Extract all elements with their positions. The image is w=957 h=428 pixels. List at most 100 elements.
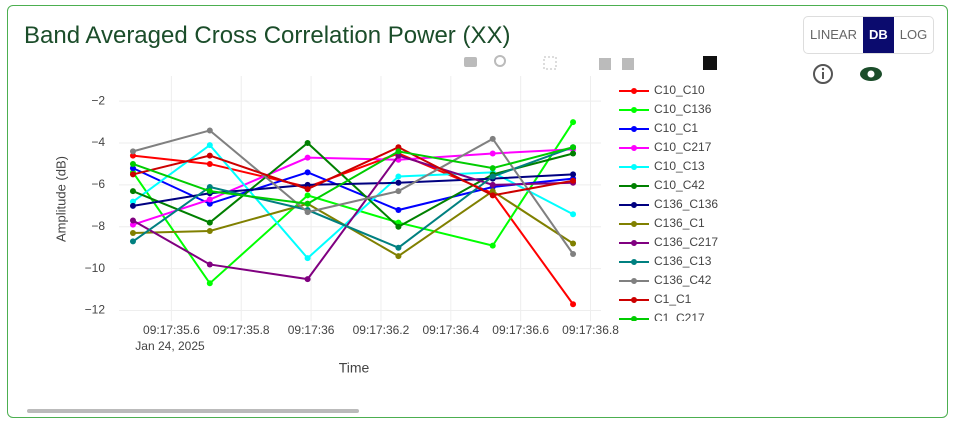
data-point — [489, 135, 496, 142]
x-tick-label: 09:17:36.6 — [492, 323, 549, 337]
x-tick-label: 09:17:36.8 — [562, 323, 619, 337]
card: Band Averaged Cross Correlation Power (X… — [7, 5, 948, 418]
data-point — [489, 192, 496, 199]
legend-marker — [631, 202, 637, 208]
eye-icon[interactable] — [860, 67, 882, 81]
data-point — [489, 150, 496, 157]
data-point — [570, 240, 577, 247]
scale-button[interactable]: LINEAR — [810, 27, 857, 42]
data-point — [570, 119, 577, 126]
data-point — [206, 227, 213, 234]
scale-button[interactable]: LOG — [899, 27, 928, 42]
camera-icon — [464, 57, 477, 67]
data-point — [395, 207, 402, 214]
data-point — [570, 150, 577, 157]
scrollbar[interactable] — [27, 409, 359, 413]
data-point — [395, 179, 402, 186]
data-point — [206, 127, 213, 134]
legend-label: C136_C42 — [654, 273, 712, 287]
zoom-out-icon — [622, 58, 634, 70]
legend-marker — [631, 316, 637, 321]
series-line — [132, 154, 574, 281]
data-point — [395, 144, 402, 151]
legend-label: C136_C13 — [654, 254, 712, 268]
data-point — [206, 200, 213, 207]
data-point — [395, 253, 402, 260]
x-tick-label: 09:17:35.8 — [213, 323, 270, 337]
legend-marker — [631, 278, 637, 284]
data-point — [206, 280, 213, 287]
legend-label: C10_C217 — [654, 140, 712, 154]
data-point — [395, 173, 402, 180]
series-line — [132, 148, 574, 226]
y-tick-label: −6 — [91, 177, 105, 191]
x-tick-label: 09:17:36 — [288, 323, 335, 337]
legend-marker — [631, 88, 637, 94]
scale-buttons: LINEAR DB LOG — [803, 16, 935, 54]
zoom-in-icon — [599, 58, 611, 70]
data-point — [304, 200, 311, 207]
data-point — [304, 255, 311, 262]
legend-label: C1_C217 — [654, 311, 705, 325]
series-line — [132, 121, 574, 285]
data-point — [206, 219, 213, 226]
data-point — [129, 238, 136, 245]
x-tick-label: 09:17:35.6 — [143, 323, 200, 337]
legend-label: C10_C42 — [654, 178, 705, 192]
legend-marker — [631, 259, 637, 265]
legend-label: C10_C1 — [654, 121, 698, 135]
series-line — [132, 146, 574, 205]
legend-marker — [631, 221, 637, 227]
data-point — [129, 221, 136, 228]
data-point — [206, 142, 213, 149]
data-point — [304, 169, 311, 176]
data-point — [304, 154, 311, 161]
logo-icon — [703, 56, 717, 70]
data-point — [206, 183, 213, 190]
data-point — [129, 165, 136, 172]
y-axis-title: Amplitude (dB) — [53, 156, 68, 242]
legend-label: C136_C1 — [654, 216, 705, 230]
data-point — [129, 152, 136, 159]
data-point — [129, 160, 136, 167]
data-point — [489, 181, 496, 188]
legend-marker — [631, 240, 637, 246]
legend-label: C1_C1 — [654, 292, 692, 306]
y-tick-label: −12 — [85, 303, 106, 317]
data-point — [129, 202, 136, 209]
legend-marker — [631, 145, 637, 151]
series-line — [132, 146, 574, 249]
data-point — [489, 165, 496, 172]
data-point — [304, 192, 311, 199]
data-point — [395, 223, 402, 230]
data-point — [206, 196, 213, 203]
y-tick-label: −4 — [91, 135, 105, 149]
data-point — [304, 276, 311, 283]
data-point — [570, 250, 577, 257]
data-point — [570, 144, 577, 151]
legend-marker — [631, 297, 637, 303]
data-point — [395, 244, 402, 251]
data-point — [570, 211, 577, 218]
legend-label: C10_C136 — [654, 102, 712, 116]
y-tick-label: −8 — [91, 219, 105, 233]
info-icon[interactable] — [813, 64, 833, 84]
data-point — [129, 171, 136, 178]
legend-marker — [631, 183, 637, 189]
data-point — [395, 188, 402, 195]
data-point — [129, 217, 136, 224]
data-point — [129, 198, 136, 205]
data-point — [570, 177, 577, 184]
data-point — [206, 188, 213, 195]
x-tick-label: 09:17:36.4 — [422, 323, 479, 337]
data-point — [304, 181, 311, 188]
modebar — [464, 55, 717, 70]
chart: C10_C10 C10_C136 C10_C1 C10_C217 C10_C13 C10_… — [53, 55, 882, 376]
scale-button[interactable]: DB — [862, 17, 894, 53]
series-line — [132, 146, 574, 197]
legend-label: C136_C136 — [654, 197, 718, 211]
x-tick-label: 09:17:36.2 — [353, 323, 410, 337]
data-point — [570, 301, 577, 308]
data-point — [129, 230, 136, 237]
data-point — [395, 148, 402, 155]
